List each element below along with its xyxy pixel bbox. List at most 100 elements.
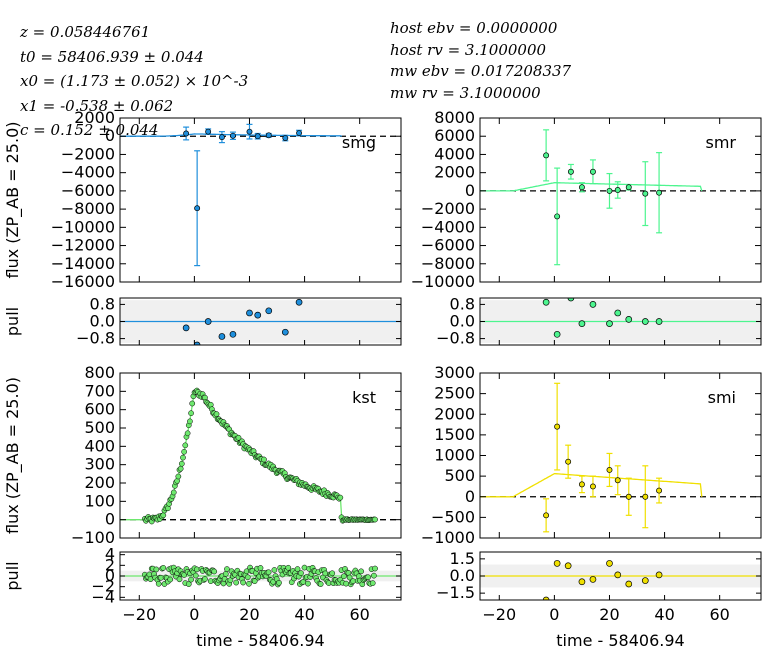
y-tick-label: −6000 xyxy=(421,236,475,255)
pull-point xyxy=(614,309,622,317)
data-point xyxy=(606,466,613,473)
data-point xyxy=(606,187,613,194)
pull-point xyxy=(322,570,329,577)
pull-point xyxy=(301,564,308,571)
pull-point xyxy=(655,318,663,325)
x-tick-label: 40 xyxy=(654,605,674,624)
data-point xyxy=(642,493,649,500)
pull-point xyxy=(285,564,292,571)
data-point xyxy=(189,400,196,407)
x-tick-label: 20 xyxy=(239,605,259,624)
data-point xyxy=(642,190,649,197)
plot-area-smr xyxy=(480,129,761,266)
y-tick-label: 400 xyxy=(84,436,115,455)
pull-point xyxy=(625,580,633,588)
y-tick-label: −8000 xyxy=(421,254,475,273)
pull-point xyxy=(246,309,253,317)
y-tick-label: −12000 xyxy=(51,236,115,255)
y-tick-label: 0 xyxy=(105,126,115,145)
x-axis-label: time - 58406.94 xyxy=(556,631,684,650)
pull-point xyxy=(317,581,324,587)
pull-point xyxy=(553,330,561,338)
pull-point xyxy=(641,318,649,325)
y-tick-label: 2000 xyxy=(74,108,115,127)
band-label: smr xyxy=(706,133,737,152)
axes-frame xyxy=(119,372,402,539)
band-label: smg xyxy=(342,133,376,152)
param-x0: x0 = (1.173 ± 0.052) × 10^-3 xyxy=(20,72,249,90)
data-point xyxy=(183,130,190,137)
pull-point xyxy=(567,298,575,302)
pull-point xyxy=(340,573,347,580)
x-tick-label: 60 xyxy=(709,605,729,624)
y-tick-label: 300 xyxy=(84,455,115,474)
data-point xyxy=(625,493,632,500)
x-tick-label: 20 xyxy=(599,605,619,624)
data-point xyxy=(337,494,344,501)
data-point xyxy=(543,512,550,519)
x-tick-label: 0 xyxy=(189,605,199,624)
pull-y-axis-label: pull xyxy=(3,307,22,336)
y-tick-label: 0 xyxy=(105,510,115,529)
pull-y-tick-label: −2 xyxy=(91,577,115,596)
y-tick-label: −4000 xyxy=(61,163,115,182)
y-tick-label: 0 xyxy=(465,181,475,200)
y-tick-label: −8000 xyxy=(61,199,115,218)
pull-point xyxy=(578,578,586,586)
y-axis-label: flux (ZP_AB = 25.0) xyxy=(3,377,23,534)
pull-point xyxy=(542,596,550,600)
y-tick-label: 2000 xyxy=(434,163,475,182)
data-point xyxy=(230,132,236,139)
pull-panel-smg: 0.80.0−0.8 pull xyxy=(3,294,402,348)
pull-point xyxy=(358,568,365,575)
pull-point xyxy=(295,298,303,306)
y-tick-label: 500 xyxy=(84,418,115,437)
pull-y-tick-label: 1.5 xyxy=(450,549,475,568)
x-tick-label: 0 xyxy=(549,605,559,624)
y-axis-label: flux (ZP_AB = 25.0) xyxy=(3,122,23,279)
y-tick-label: −100 xyxy=(71,528,115,547)
pull-point xyxy=(246,580,252,587)
pull-point xyxy=(578,320,586,327)
fit-parameters: z = 0.058446761 t0 = 58406.939 ± 0.044 x… xyxy=(20,20,248,143)
y-tick-label: 2000 xyxy=(434,404,475,423)
param-c: c = 0.152 ± 0.044 xyxy=(20,121,159,139)
data-point xyxy=(590,483,596,490)
data-point xyxy=(182,442,189,449)
pull-point xyxy=(192,572,199,579)
pull-point xyxy=(229,330,237,338)
pull-point xyxy=(176,576,183,583)
pull-point xyxy=(193,341,201,345)
pull-point xyxy=(182,324,190,332)
param-host-rv: host rv = 3.1000000 xyxy=(390,40,547,59)
y-tick-label: −10000 xyxy=(411,272,475,291)
pull-point xyxy=(167,576,174,583)
y-tick-label: −6000 xyxy=(61,181,115,200)
pull-point xyxy=(305,580,311,587)
pull-point xyxy=(625,316,633,323)
pull-y-tick-label: 4 xyxy=(105,545,115,564)
pull-point xyxy=(265,307,273,315)
pull-y-tick-label: 0.0 xyxy=(90,312,115,331)
x-axis-label: time - 58406.94 xyxy=(196,631,324,650)
data-point xyxy=(213,411,220,417)
pull-point xyxy=(369,580,376,586)
data-point xyxy=(235,434,242,441)
pull-point xyxy=(655,571,663,579)
pull-y-tick-label: 2 xyxy=(105,555,115,574)
data-point xyxy=(254,133,261,140)
param-z: z = 0.058446761 xyxy=(20,23,151,41)
data-point xyxy=(590,168,596,175)
pull-y-tick-label: 0.0 xyxy=(450,312,475,331)
pull-point xyxy=(641,577,649,584)
pull-y-tick-label: 0 xyxy=(105,566,115,585)
y-tick-label: −10000 xyxy=(51,217,115,236)
pull-y-tick-label: 0.8 xyxy=(450,294,475,313)
pull-point xyxy=(553,560,561,567)
plot-area-smg xyxy=(120,123,401,267)
pull-point xyxy=(329,570,336,577)
data-point xyxy=(178,460,185,467)
param-mw-rv: mw rv = 3.1000000 xyxy=(390,83,541,102)
